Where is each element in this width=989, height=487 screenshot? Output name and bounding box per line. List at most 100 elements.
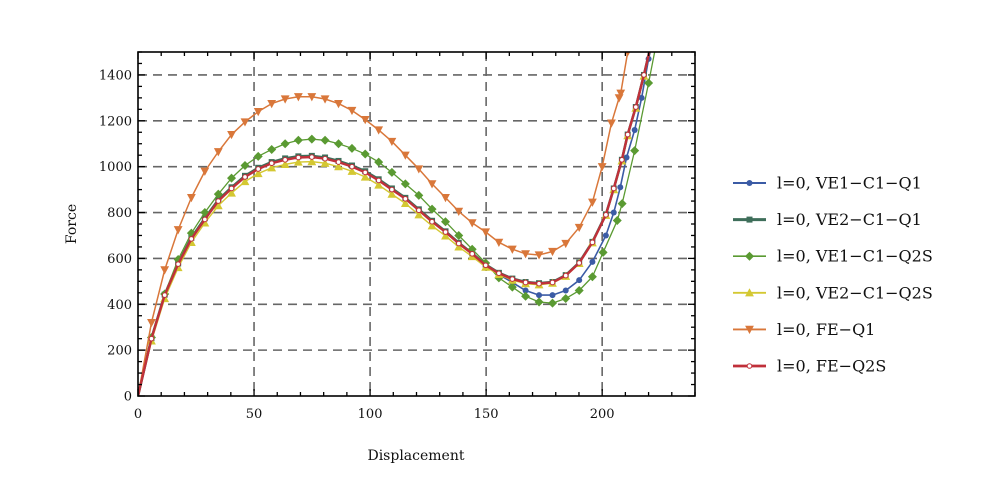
- x-tick-label: 150: [474, 407, 499, 422]
- data-point: [429, 218, 435, 225]
- series-2: [138, 43, 660, 396]
- data-point: [416, 207, 422, 214]
- x-tick-label: 100: [358, 407, 383, 422]
- data-point: [454, 207, 464, 216]
- data-point: [602, 232, 609, 239]
- data-point: [334, 100, 343, 109]
- data-point: [213, 189, 223, 199]
- legend-label: l=0, FE−Q1: [777, 320, 875, 339]
- data-point: [387, 167, 397, 177]
- data-point: [309, 154, 315, 160]
- data-point: [610, 209, 617, 216]
- data-point: [362, 169, 369, 176]
- data-point: [227, 130, 236, 140]
- data-point: [253, 108, 263, 117]
- x-tick-label: 50: [246, 407, 263, 422]
- legend-label: l=0, VE1−C1−Q2S: [777, 247, 933, 266]
- data-point: [389, 186, 395, 193]
- data-point: [651, 43, 660, 52]
- data-point: [349, 163, 355, 170]
- data-point: [549, 279, 556, 286]
- legend-marker: [746, 180, 753, 186]
- data-point: [624, 131, 631, 138]
- legend-label: l=0, VE1−C1−Q1: [777, 174, 922, 193]
- series-layer: [138, 43, 660, 396]
- data-point: [633, 104, 639, 110]
- data-point: [644, 78, 654, 88]
- data-point: [522, 287, 529, 294]
- data-point: [414, 210, 424, 219]
- data-point: [534, 251, 544, 260]
- legend-label: l=0, VE2−C1−Q2S: [777, 283, 933, 302]
- data-point: [268, 160, 275, 167]
- data-point: [334, 139, 344, 149]
- data-point: [442, 229, 449, 235]
- series-0: [138, 52, 652, 396]
- data-point: [148, 335, 155, 342]
- data-point: [293, 157, 303, 166]
- data-point: [387, 137, 397, 147]
- data-point: [574, 286, 584, 296]
- y-axis-label: Force: [64, 204, 80, 244]
- data-point: [215, 198, 222, 204]
- legend-marker: [745, 251, 754, 261]
- axis-ticks: 0 50 100 150 200 0 200 400 600 800 1000 1200 1400: [99, 51, 696, 422]
- data-point: [334, 162, 343, 171]
- data-point: [603, 212, 609, 218]
- data-point: [335, 159, 342, 165]
- data-point: [282, 156, 288, 163]
- data-point: [293, 135, 303, 145]
- data-point: [467, 219, 477, 228]
- data-point: [507, 282, 517, 292]
- data-point: [625, 52, 631, 57]
- data-point: [161, 292, 168, 298]
- data-point: [521, 250, 530, 259]
- data-point: [548, 298, 558, 308]
- data-point: [360, 116, 370, 125]
- series-line: [138, 52, 651, 396]
- data-point: [617, 184, 624, 191]
- data-point: [400, 179, 410, 189]
- data-point: [619, 156, 625, 163]
- data-point: [242, 174, 248, 180]
- series-line: [138, 52, 651, 396]
- data-point: [623, 154, 630, 161]
- data-point: [494, 238, 504, 247]
- data-point: [441, 194, 450, 203]
- data-point: [374, 126, 384, 135]
- data-point: [521, 291, 531, 301]
- data-point: [387, 189, 397, 198]
- data-point: [267, 144, 277, 154]
- data-point: [588, 198, 597, 207]
- data-point: [548, 247, 557, 257]
- data-point: [200, 167, 210, 176]
- data-point: [322, 155, 328, 162]
- legend-marker: [745, 325, 754, 334]
- data-point: [482, 262, 489, 269]
- data-point: [295, 154, 302, 161]
- data-point: [562, 287, 569, 294]
- grid: [138, 52, 695, 396]
- legend-marker: [745, 288, 754, 297]
- data-point: [617, 199, 627, 209]
- y-tick-label: 800: [107, 206, 132, 221]
- data-point: [481, 228, 491, 237]
- data-point: [427, 204, 437, 214]
- data-point: [347, 166, 357, 175]
- data-point: [612, 216, 622, 226]
- data-point: [374, 157, 384, 167]
- data-point: [280, 139, 290, 149]
- data-point: [360, 149, 370, 159]
- y-tick-label: 600: [107, 252, 132, 267]
- legend-marker: [746, 216, 753, 223]
- series-line: [138, 52, 651, 396]
- data-point: [631, 126, 638, 133]
- data-point: [147, 319, 156, 328]
- data-point: [641, 72, 647, 78]
- series-4: [138, 52, 631, 396]
- y-tick-label: 1200: [99, 114, 132, 129]
- data-point: [347, 143, 357, 153]
- data-point: [400, 198, 410, 207]
- data-point: [320, 158, 330, 167]
